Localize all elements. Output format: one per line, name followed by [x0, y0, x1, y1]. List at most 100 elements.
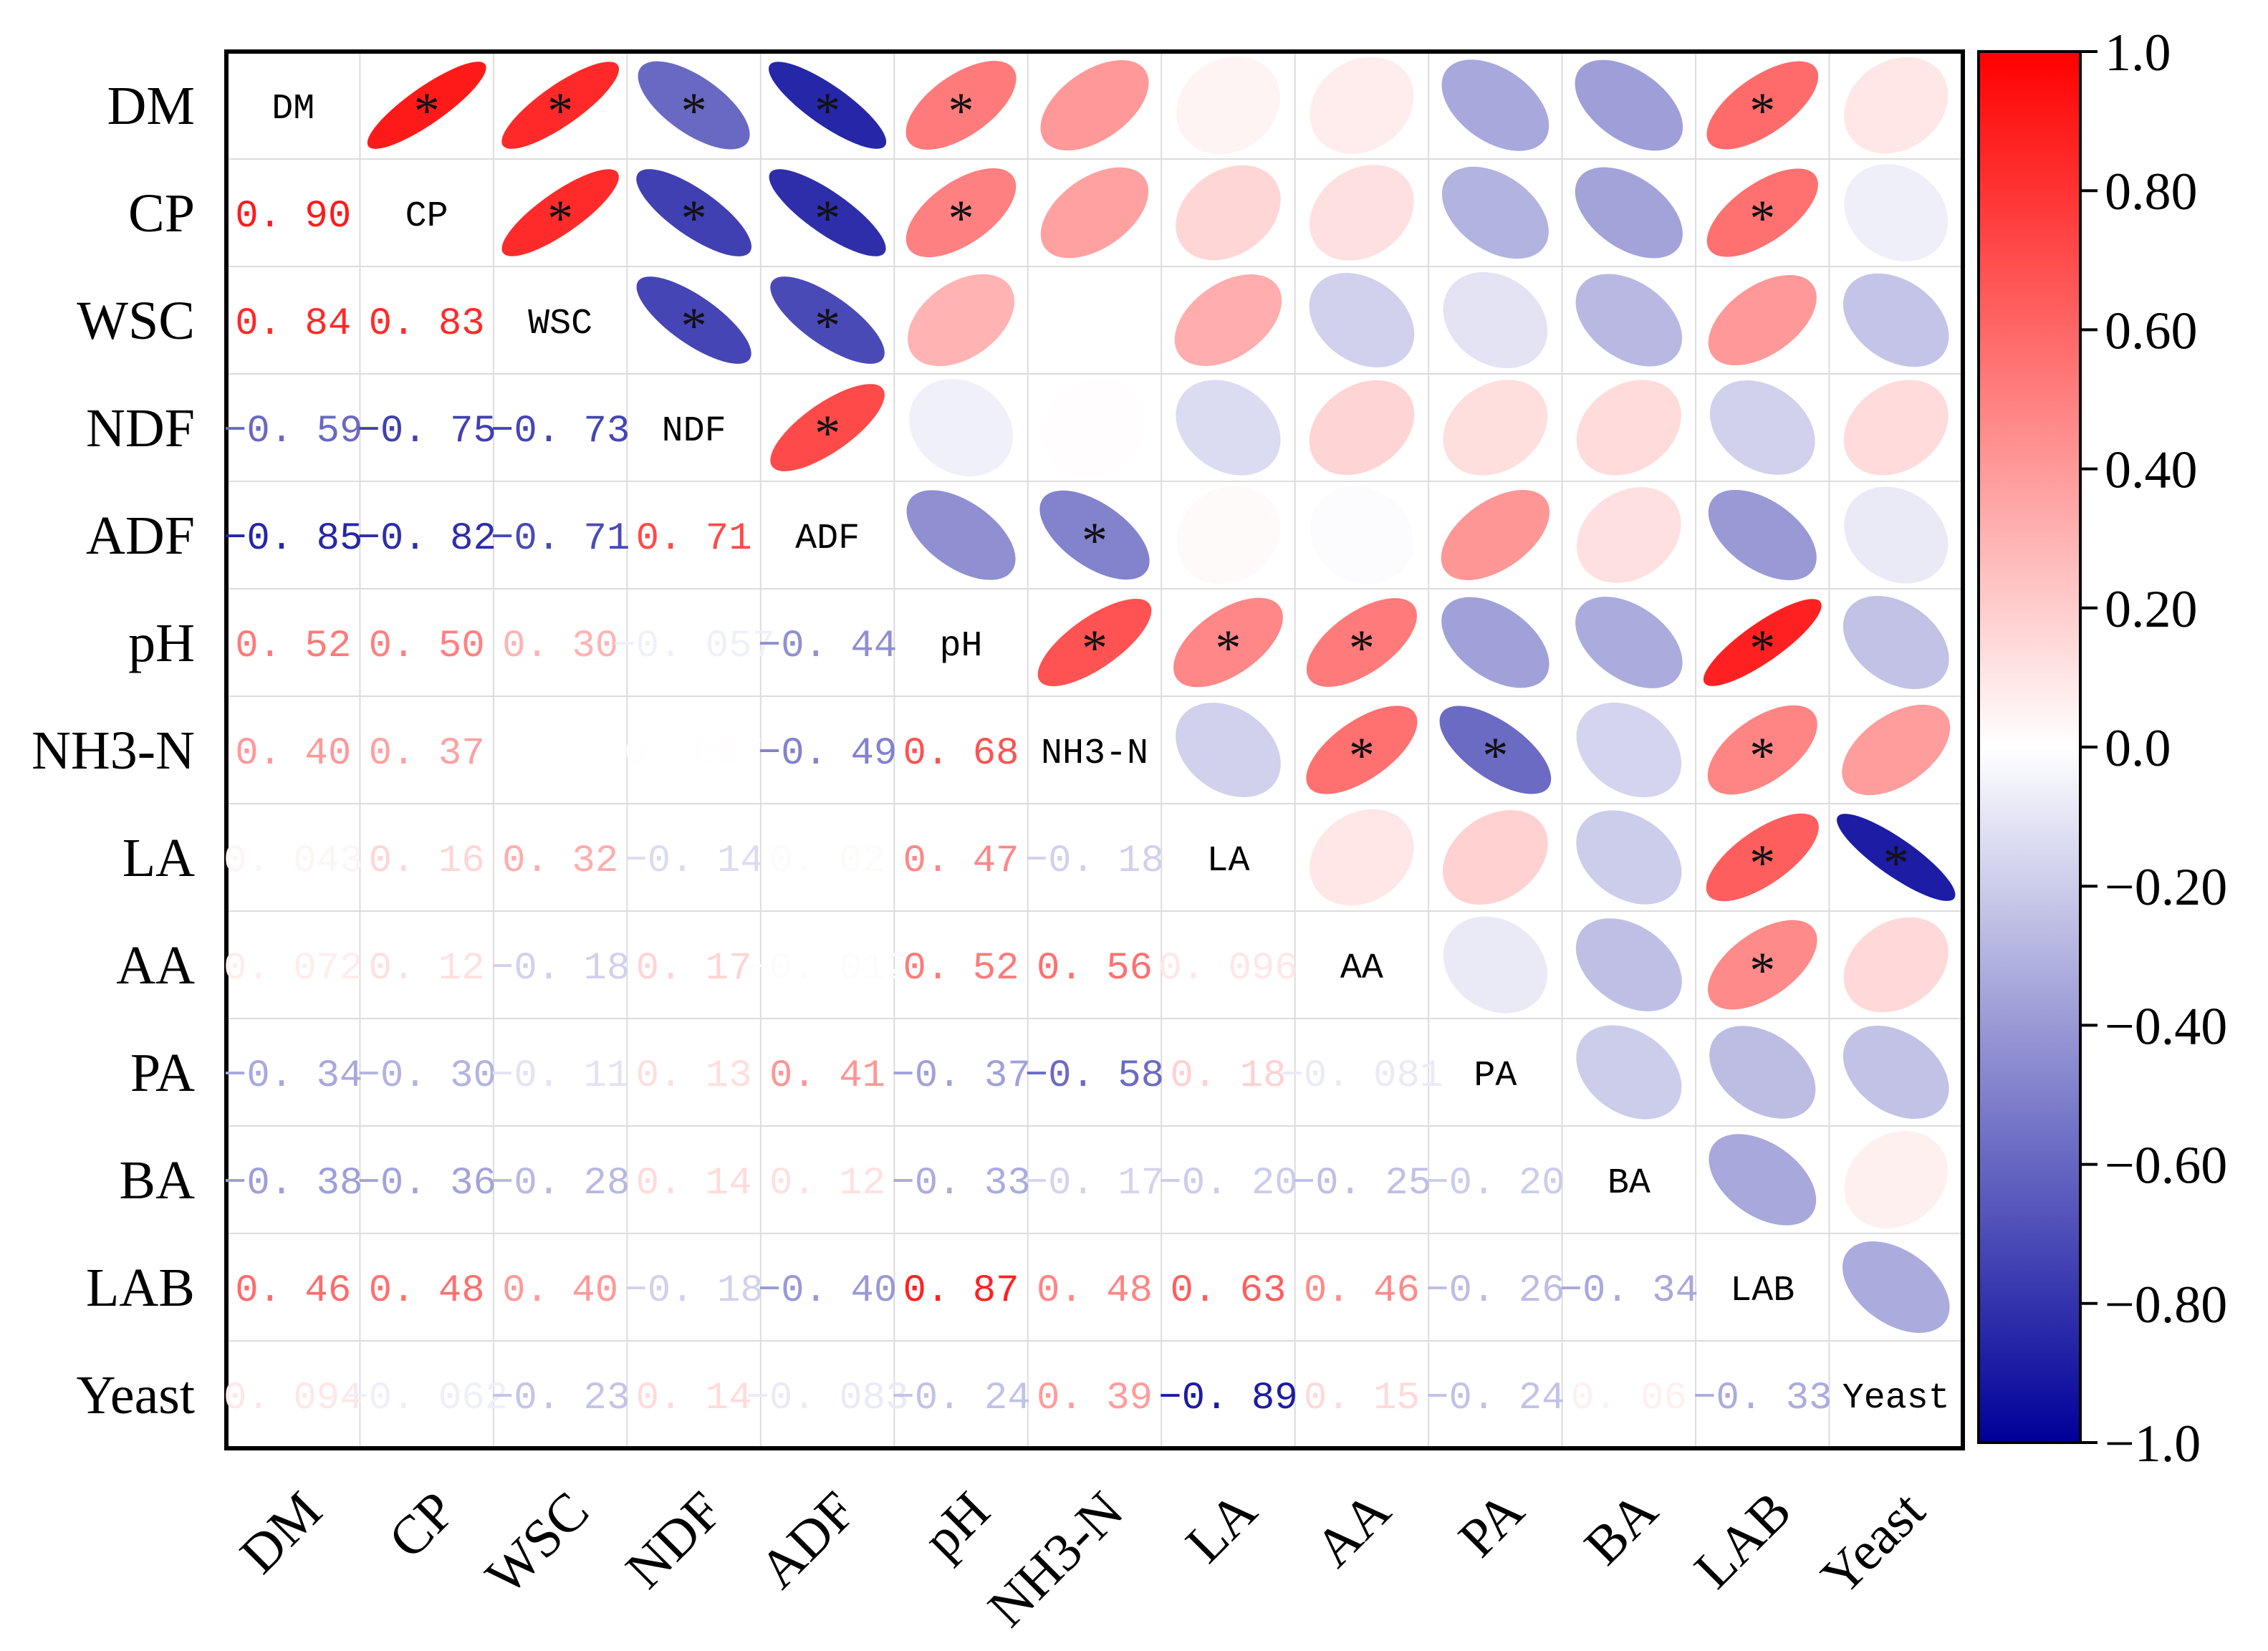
row-label: ADF	[86, 506, 195, 566]
correlation-ellipse	[1439, 706, 1552, 794]
correlation-value-label: −0. 73	[491, 410, 630, 453]
correlation-value-label: −0. 58	[1025, 1054, 1164, 1098]
column-label: NDF	[615, 1481, 734, 1600]
diagonal-label: PA	[1474, 1056, 1517, 1097]
correlation-ellipse	[1842, 273, 1949, 367]
correlation-value-label: 0. 12	[769, 1162, 885, 1205]
column-label: NH3-N	[976, 1481, 1135, 1639]
row-label: CP	[128, 183, 195, 244]
correlation-ellipse	[905, 168, 1017, 258]
significance-mark: *	[948, 190, 974, 247]
correlation-value-label: −0. 89	[1158, 1377, 1297, 1420]
correlation-value-label: −0. 33	[891, 1162, 1030, 1205]
column-label: Yeast	[1810, 1481, 1936, 1607]
row-label: LA	[122, 828, 195, 888]
correlation-ellipse	[1576, 487, 1681, 583]
correlation-ellipse	[1709, 1134, 1817, 1226]
row-label: DM	[107, 76, 195, 136]
correlation-value-label: 0. 83	[369, 302, 485, 346]
correlation-ellipse	[1042, 378, 1147, 477]
correlation-value-label: 0. 56	[1037, 947, 1153, 991]
significance-mark: *	[1749, 942, 1775, 999]
correlation-ellipse	[1576, 1025, 1682, 1120]
correlation-ellipse	[636, 276, 751, 364]
correlation-value-label: 0. 37	[369, 732, 485, 776]
correlation-ellipse	[1708, 489, 1817, 581]
colorbar-tick-label: −1.0	[2105, 1415, 2201, 1473]
correlation-ellipse	[1703, 599, 1822, 686]
correlation-value-label: −0. 34	[1560, 1269, 1698, 1313]
diagonal-label: LA	[1206, 841, 1249, 882]
correlation-ellipse	[1837, 814, 1956, 901]
correlation-ellipse	[1309, 380, 1415, 476]
correlation-ellipse	[1576, 810, 1682, 905]
correlation-value-label: 0. 02	[769, 839, 885, 883]
correlation-value-label: −0. 057	[612, 625, 775, 668]
correlation-value-label: 0. 40	[502, 1269, 618, 1313]
column-label: LAB	[1683, 1481, 1802, 1600]
colorbar-tick-label: 1.0	[2105, 24, 2171, 82]
colorbar-tick-label: −0.20	[2105, 858, 2227, 917]
correlation-ellipse	[906, 490, 1016, 580]
correlation-value-label: −0. 26	[1426, 1269, 1565, 1313]
correlation-value-label: 0. 52	[235, 625, 351, 668]
significance-mark: *	[815, 405, 840, 462]
colorbar-tick-label: 0.0	[2105, 719, 2171, 778]
diagonal-label: DM	[272, 89, 314, 130]
correlation-ellipse	[1844, 486, 1949, 584]
correlation-ellipse	[1441, 490, 1550, 580]
colorbar: 1.0 0.80 0.60 0.40 0.20 0.0 −0.20 −0.40 −0.60 −0.…	[1977, 24, 2227, 1473]
correlation-ellipse	[1310, 486, 1414, 584]
correlation-value-label: −0. 33	[1693, 1377, 1832, 1420]
significance-mark: *	[681, 190, 707, 247]
diagonal-label: WSC	[528, 304, 592, 345]
correlation-ellipse	[1842, 1025, 1949, 1120]
correlation-value-label: −0. 081	[1281, 1054, 1443, 1098]
correlation-value-label: 0. 50	[369, 625, 485, 668]
row-label: Yeast	[77, 1365, 195, 1425]
correlation-ellipse	[1709, 380, 1815, 475]
significance-mark: *	[547, 82, 573, 140]
diagonal-label: BA	[1608, 1163, 1650, 1204]
correlation-ellipse	[1309, 273, 1415, 367]
diagonal-label: pH	[940, 626, 983, 667]
correlation-ellipse	[1176, 165, 1281, 261]
correlation-ellipse	[909, 378, 1013, 477]
correlation-ellipse	[1575, 274, 1683, 367]
correlation-ellipse	[1042, 270, 1147, 370]
correlation-ellipse	[1842, 1241, 1950, 1333]
correlation-value-label: −0. 18	[624, 1269, 763, 1313]
significance-mark: *	[681, 82, 707, 140]
correlation-value-label: −0. 062	[345, 1377, 508, 1420]
matrix-marks: DM * * * * * * 0. 90 CP * * * * * 0. 84 0. 83 WSC * * −0. 5…	[224, 82, 1950, 1420]
colorbar-scale	[1977, 50, 2082, 1444]
row-label: NDF	[86, 398, 195, 458]
correlation-value-label: 0. 39	[1037, 1377, 1153, 1420]
correlation-value-label: 0. 52	[903, 947, 1019, 991]
correlation-ellipse	[1176, 703, 1281, 797]
diagonal-label: Yeast	[1842, 1378, 1950, 1419]
correlation-ellipse	[1310, 57, 1414, 154]
correlation-ellipse	[1443, 810, 1548, 905]
correlation-value-label: 0. 17	[636, 947, 752, 991]
diagonal-label: CP	[405, 196, 448, 237]
correlation-ellipse	[1709, 1026, 1816, 1119]
correlation-value-label: 0.	[537, 732, 584, 776]
correlation-value-label: −0. 36	[357, 1162, 496, 1205]
correlation-value-label: −0. 59	[224, 410, 362, 453]
colorbar-tick-label: 0.40	[2105, 441, 2198, 500]
correlation-value-label: 0. 48	[369, 1269, 485, 1313]
correlation-ellipse	[770, 384, 885, 471]
correlation-ellipse	[1706, 168, 1818, 257]
correlation-ellipse	[1844, 1131, 1949, 1228]
correlation-ellipse	[1174, 274, 1282, 366]
correlation-ellipse	[501, 169, 619, 256]
correlation-value-label: −0. 71	[491, 517, 630, 561]
correlation-value-label: 0. 043	[224, 839, 362, 883]
diagonal-label: NDF	[662, 411, 726, 452]
matrix-cells	[367, 56, 1956, 1333]
correlation-ellipse	[770, 276, 885, 364]
correlation-value-label: 0. 15	[1304, 1377, 1420, 1420]
correlation-ellipse	[769, 169, 886, 256]
row-label: LAB	[86, 1258, 195, 1318]
